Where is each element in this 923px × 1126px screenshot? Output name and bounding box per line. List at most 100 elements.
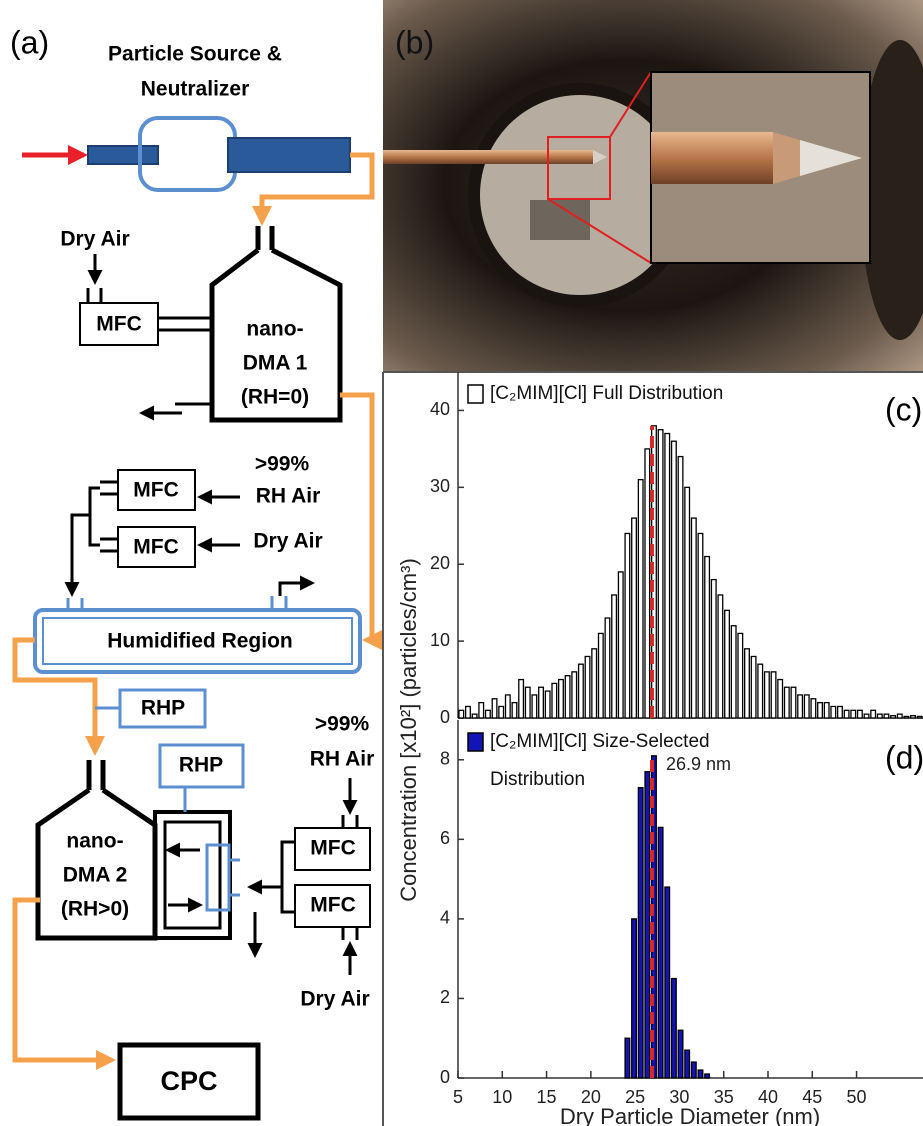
legend-label: [C₂MIM][Cl] Full Distribution (490, 383, 724, 404)
bar (504, 694, 511, 719)
bar (803, 694, 810, 719)
y-tick-label: 10 (430, 630, 450, 650)
bar (498, 705, 505, 719)
bar (631, 517, 638, 719)
legend-entry: [C₂MIM][Cl] Size-Selected Distribution (490, 731, 710, 790)
annotation: 26.9 nm (666, 754, 731, 774)
bar (464, 705, 471, 719)
x-tick-label: 45 (802, 1087, 822, 1107)
label: (RH=0) (241, 386, 309, 409)
photograph-line (547, 198, 652, 264)
bar (557, 678, 564, 719)
bar (724, 609, 731, 719)
bar (677, 1029, 684, 1079)
schematic-rect (294, 827, 371, 871)
bar (611, 594, 618, 719)
x-tick-label: 15 (537, 1087, 557, 1107)
label: MFC (310, 837, 356, 860)
bar (730, 625, 737, 719)
y-tick-label: 0 (440, 707, 450, 727)
bar (624, 532, 631, 719)
schematic-polyline (12, 637, 105, 756)
y-tick-label: 6 (440, 828, 450, 848)
bar (617, 571, 624, 719)
label: DMA 1 (243, 352, 308, 375)
bar (538, 686, 545, 719)
bar (677, 455, 684, 719)
bar (823, 701, 830, 719)
bar (896, 713, 903, 719)
schematic-rect (227, 137, 351, 173)
bar (478, 701, 485, 719)
bar (604, 617, 611, 719)
bar (863, 713, 870, 719)
bar (657, 826, 664, 1079)
label: MFC (133, 536, 179, 559)
label: RHP (141, 697, 185, 720)
legend-swatch (467, 384, 484, 404)
x-tick-label: 20 (581, 1087, 601, 1107)
bar (670, 440, 677, 719)
schematic-rect (87, 145, 159, 165)
bar (511, 701, 518, 719)
label: (a) (10, 24, 49, 60)
schematic-polyline (280, 840, 295, 914)
label: RHP (179, 754, 223, 777)
bar (783, 686, 790, 719)
bar (571, 671, 578, 719)
y-tick-label: 4 (440, 908, 450, 928)
bar (717, 594, 724, 719)
bar (757, 663, 764, 719)
photograph-polygon (593, 150, 607, 164)
bar (830, 705, 837, 719)
bar (797, 694, 804, 719)
schematic-polyline (12, 897, 116, 1070)
schematic-rect (117, 469, 196, 511)
label: RH Air (256, 485, 321, 508)
label: nano- (66, 830, 123, 853)
label: nano- (246, 318, 303, 341)
bar (903, 715, 910, 719)
bar (690, 517, 697, 719)
bar (750, 655, 757, 719)
bar (910, 715, 917, 719)
label: RH Air (310, 748, 375, 771)
bar (704, 555, 711, 719)
x-tick-label: 50 (847, 1087, 867, 1107)
panel-label: (c) (885, 391, 922, 427)
legend-label: [C₂MIM][Cl] Size-Selected Distribution (490, 731, 710, 790)
bar (471, 713, 478, 719)
label: Humidified Region (107, 630, 293, 653)
bar (518, 678, 525, 719)
bar (664, 886, 671, 1079)
bar (584, 655, 591, 719)
y-tick-label: 20 (430, 553, 450, 573)
y-tick-label: 40 (430, 399, 450, 419)
label: MFC (133, 479, 179, 502)
bar (591, 648, 598, 719)
photograph: (b) (383, 0, 923, 372)
schematic-rect (118, 688, 207, 729)
schematic-rect (42, 617, 353, 665)
bar (577, 663, 584, 719)
bar (697, 532, 704, 719)
photograph-rect (547, 136, 611, 200)
bar (836, 705, 843, 719)
bar (684, 486, 691, 719)
y-tick-label: 8 (440, 749, 450, 769)
legend-swatch (467, 732, 484, 752)
bar (763, 671, 770, 719)
bar (870, 709, 877, 719)
schematic: (a) Particle Source & Neutralizer Dry Ai… (10, 24, 382, 1121)
y-axis-label: Concentration [x10²] (particles/cm³) (396, 558, 421, 902)
bar (670, 977, 677, 1079)
bar (843, 709, 850, 719)
schematic-rect (163, 820, 222, 930)
schematic-rect (117, 1042, 261, 1121)
label: MFC (310, 894, 356, 917)
bar (690, 1061, 697, 1079)
label: MFC (96, 313, 142, 336)
label: (RH>0) (61, 898, 129, 921)
bar (710, 578, 717, 719)
